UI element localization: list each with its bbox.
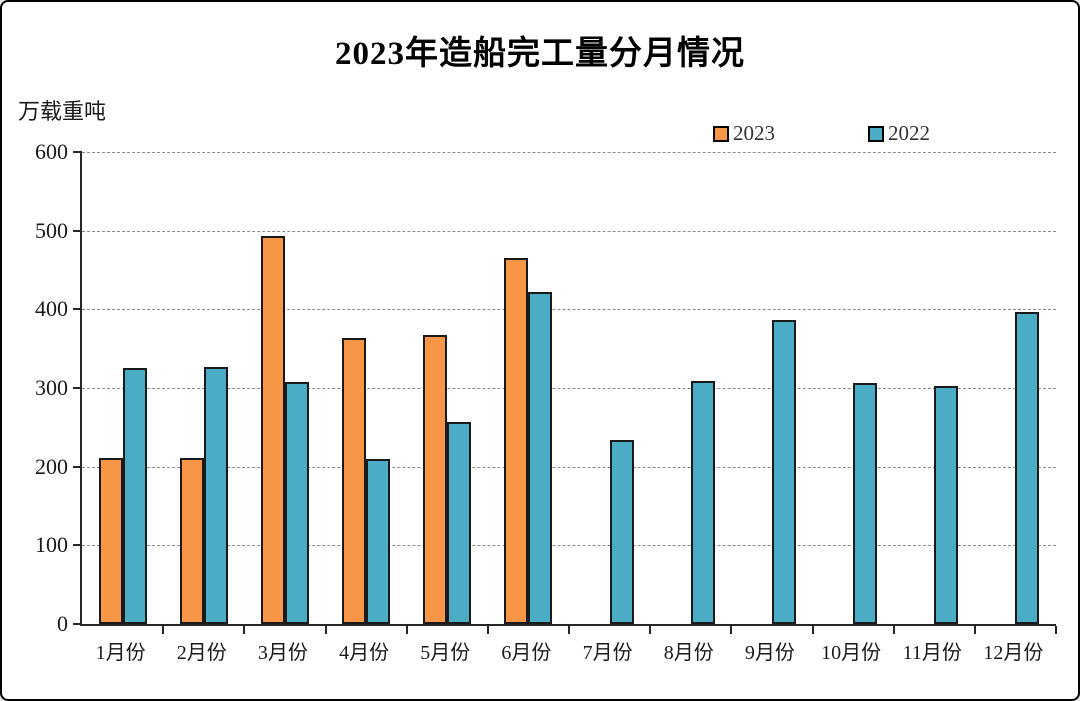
bar-2022-3月份 (284, 381, 309, 624)
x-axis-tick-9 (811, 626, 814, 634)
gridline-300 (82, 388, 1056, 389)
bar-2022-9月份 (771, 320, 796, 624)
bar-2022-1月份 (122, 368, 147, 624)
x-axis-label-5月份: 5月份 (420, 642, 471, 664)
y-axis-label-400: 400 (35, 296, 68, 322)
x-axis-tick-7 (649, 626, 652, 634)
y-axis-tick-100 (73, 544, 82, 547)
legend-item-2022: 2022 (868, 121, 930, 146)
y-axis-label-300: 300 (35, 375, 68, 400)
x-axis-label-1月份: 1月份 (95, 642, 146, 664)
x-axis-label-9月份: 9月份 (744, 642, 795, 664)
x-axis-tick-6 (568, 626, 570, 634)
y-axis-tick-600 (73, 151, 82, 153)
bar-2022-6月份 (528, 292, 553, 624)
x-axis-label-2月份: 2月份 (176, 642, 227, 664)
legend-swatch-2023 (713, 125, 729, 142)
gridline-500 (82, 230, 1056, 232)
x-axis-tick-2 (243, 626, 246, 634)
bar-2023-4月份 (342, 338, 367, 624)
plot-area (73, 151, 1057, 634)
bar-2022-4月份 (366, 458, 391, 624)
x-axis-tick-10 (892, 626, 895, 634)
bar-2023-2月份 (179, 458, 204, 624)
bar-2022-11月份 (934, 386, 959, 624)
x-axis-label-12月份: 12月份 (983, 642, 1044, 664)
bar-2022-12月份 (1015, 312, 1040, 624)
y-axis-tick-200 (73, 465, 82, 468)
x-axis-label-4月份: 4月份 (339, 642, 390, 664)
gridline-100 (82, 545, 1056, 547)
chart-title: 2023年造船完工量分月情况 (335, 36, 745, 72)
y-axis-unit-label: 万载重吨 (18, 99, 107, 124)
x-axis-label-3月份: 3月份 (257, 642, 308, 664)
bar-2023-5月份 (423, 335, 448, 624)
x-axis-tick-4 (405, 626, 408, 634)
y-axis-label-100: 100 (35, 532, 68, 558)
bar-2023-3月份 (260, 236, 285, 624)
bar-2022-7月份 (609, 439, 634, 624)
x-axis-tick-12 (1055, 626, 1057, 634)
x-axis-label-11月份: 11月份 (902, 642, 962, 664)
bar-2022-8月份 (690, 380, 715, 624)
y-axis-label-500: 500 (35, 217, 68, 243)
y-axis-label-200: 200 (35, 453, 68, 479)
bar-2022-5月份 (447, 421, 472, 624)
y-axis-tick-300 (73, 387, 82, 389)
bar-2023-6月份 (504, 258, 529, 624)
y-axis-tick-0 (73, 623, 82, 625)
gridline-600 (82, 152, 1056, 153)
y-axis-tick-500 (73, 229, 82, 232)
legend-label-2022: 2022 (888, 121, 930, 145)
x-axis-tick-1 (162, 626, 165, 634)
y-axis-tick-400 (73, 308, 82, 311)
bar-2023-1月份 (98, 458, 123, 624)
x-axis-tick-5 (486, 626, 489, 634)
y-axis-label-0: 0 (57, 611, 68, 636)
x-axis-tick-11 (973, 626, 976, 634)
y-axis-label-600: 600 (35, 139, 68, 164)
x-axis-label-6月份: 6月份 (501, 642, 552, 664)
bar-2022-10月份 (853, 383, 878, 624)
x-axis-label-10月份: 10月份 (821, 642, 882, 664)
gridline-400 (82, 309, 1056, 311)
legend-item-2023: 2023 (713, 121, 775, 146)
gridline-200 (82, 466, 1056, 468)
x-axis-label-7月份: 7月份 (582, 642, 633, 664)
bar-2022-2月份 (203, 366, 228, 624)
x-axis-tick-8 (730, 626, 733, 634)
legend-swatch-2022 (868, 125, 884, 142)
x-axis-tick-3 (324, 626, 327, 634)
x-axis-label-8月份: 8月份 (663, 642, 714, 664)
legend-label-2023: 2023 (733, 121, 775, 145)
